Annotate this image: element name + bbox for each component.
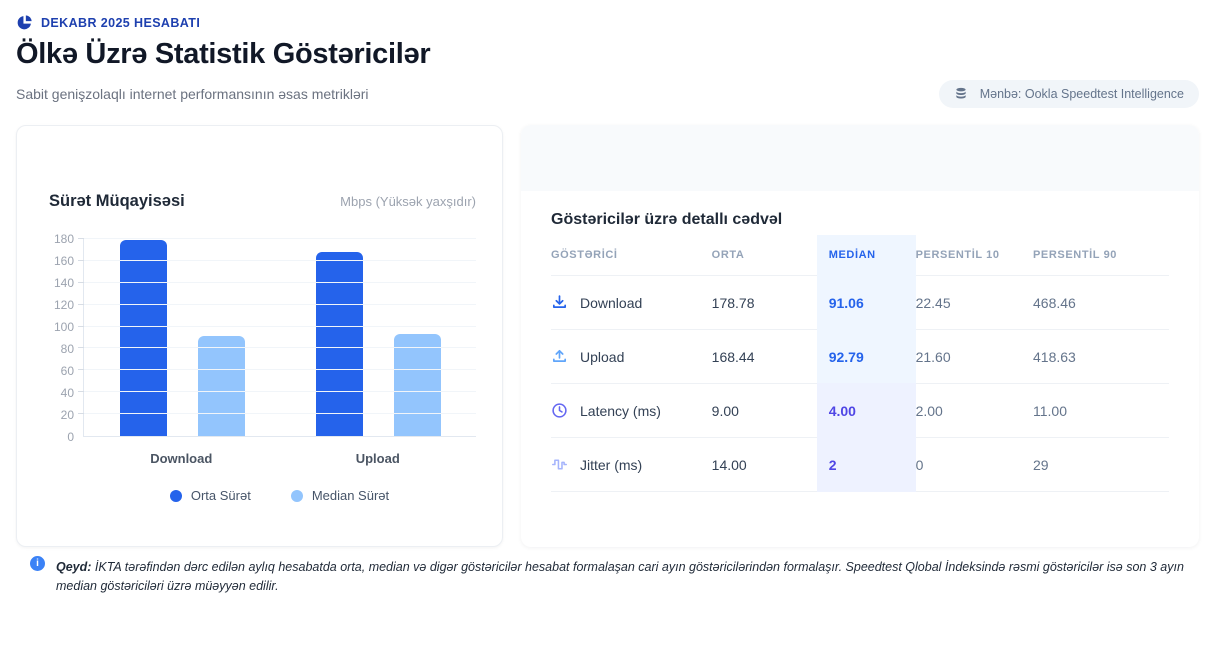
- table-header-row: GÖSTƏRİCİ ORTA MEDİAN PERSENTİL 10 PERSE…: [551, 235, 1169, 275]
- legend-item-orta: Orta Sürət: [169, 488, 251, 503]
- gridline: [78, 281, 476, 283]
- legend-label-orta: Orta Sürət: [190, 488, 251, 503]
- table-row-download: Download 178.78 91.06 22.45 468.46: [551, 275, 1169, 329]
- row-label: Download: [580, 294, 643, 311]
- clock-icon: [552, 403, 567, 418]
- metrics-table-card: Göstəricilər üzrə detallı cədvəl GÖSTƏRİ…: [521, 125, 1199, 547]
- cell-p10: 21.60: [915, 329, 1033, 383]
- page-title: Ölkə Üzrə Statistik Göstəricilər: [16, 38, 431, 70]
- y-tick-label: 20: [60, 408, 74, 422]
- table-row-upload: Upload 168.44 92.79 21.60 418.63: [551, 329, 1169, 383]
- col-header-gosterici: GÖSTƏRİCİ: [551, 249, 618, 261]
- legend-dot-orta: [169, 489, 182, 502]
- y-tick-label: 40: [60, 386, 74, 400]
- y-tick-label: 140: [53, 276, 74, 290]
- y-tick-label: 80: [60, 342, 74, 356]
- cell-p10: 22.45: [915, 275, 1033, 329]
- table-title: Göstəricilər üzrə detallı cədvəl: [551, 211, 783, 228]
- chart-units-note: Mbps (Yüksək yaxşıdır): [340, 194, 476, 209]
- cell-orta: 178.78: [711, 275, 817, 329]
- gridline: [78, 391, 476, 393]
- page: DEKABR 2025 HESABATI Ölkə Üzrə Statistik…: [16, 14, 1199, 597]
- gridline: [78, 325, 476, 327]
- col-header-persentil-90: PERSENTİL 90: [1033, 249, 1118, 261]
- gridline: [78, 413, 476, 415]
- table-body: Göstəricilər üzrə detallı cədvəl GÖSTƏRİ…: [521, 191, 1199, 492]
- source-badge: Mənbə: Ookla Speedtest Intelligence: [938, 80, 1199, 108]
- page-subtitle: Sabit genişzolaqlı internet performansın…: [16, 86, 369, 102]
- bar-group-upload: [280, 239, 476, 436]
- report-label: DEKABR 2025 HESABATI: [41, 15, 201, 30]
- subtitle-row: Sabit genişzolaqlı internet performansın…: [16, 80, 1199, 108]
- plot-area: [78, 238, 476, 437]
- speed-comparison-card: Sürət Müqayisəsi Mbps (Yüksək yaxşıdır) …: [16, 125, 503, 547]
- bar-download-orta: [119, 240, 167, 436]
- row-label: Upload: [580, 348, 625, 365]
- gridline: [78, 347, 476, 349]
- cell-p90: 418.63: [1033, 329, 1169, 383]
- gridline: [78, 259, 476, 261]
- pie-chart-logo-icon: [17, 15, 32, 30]
- cell-orta: 9.00: [711, 383, 817, 437]
- bars-layer: [84, 239, 476, 436]
- upload-icon: [552, 349, 567, 362]
- footnote: i Qeyd: İKTA tərəfindən dərc edilən aylı…: [16, 556, 1199, 597]
- source-badge-label: Mənbə: Ookla Speedtest Intelligence: [979, 87, 1184, 101]
- y-axis: 0 20 40 60 80 100 120 140 160 180: [49, 232, 83, 444]
- cell-p90: 29: [1033, 437, 1169, 492]
- table-row-jitter: Jitter (ms) 14.00 2 0 29: [551, 437, 1169, 492]
- col-header-persentil-10: PERSENTİL 10: [915, 249, 1000, 261]
- cell-median: 2: [816, 437, 916, 492]
- table-card-header-band: [521, 125, 1199, 191]
- info-icon: i: [30, 556, 45, 571]
- legend-dot-median: [290, 489, 303, 502]
- col-header-orta: ORTA: [711, 249, 745, 261]
- bar-chart: 0 20 40 60 80 100 120 140 160 180: [49, 232, 476, 444]
- bar-upload-orta: [315, 251, 363, 436]
- cell-orta: 168.44: [711, 329, 817, 383]
- cell-p90: 11.00: [1033, 383, 1169, 437]
- cell-p90: 468.46: [1033, 275, 1169, 329]
- report-header: DEKABR 2025 HESABATI: [16, 14, 1199, 31]
- gridline: [78, 238, 476, 239]
- cell-median: 91.06: [816, 275, 916, 329]
- footnote-label: Qeyd:: [56, 560, 92, 574]
- chart-header: Sürət Müqayisəsi Mbps (Yüksək yaxşıdır): [49, 192, 476, 211]
- y-tick-label: 120: [53, 298, 74, 313]
- footnote-body: İKTA tərəfindən dərc edilən aylıq hesaba…: [56, 560, 1184, 594]
- y-tick-label: 0: [67, 430, 74, 444]
- y-tick-label: 100: [53, 320, 74, 334]
- jitter-waveform-icon: [551, 459, 568, 470]
- chart-legend: Orta Sürət Median Sürət: [83, 488, 476, 503]
- x-axis-labels: Download Upload: [83, 437, 476, 466]
- table-row-latency: Latency (ms) 9.00 4.00 2.00 11.00: [551, 383, 1169, 437]
- metrics-table: GÖSTƏRİCİ ORTA MEDİAN PERSENTİL 10 PERSE…: [551, 235, 1169, 492]
- cell-p10: 2.00: [915, 383, 1033, 437]
- bar-upload-median: [393, 334, 441, 436]
- legend-label-median: Median Sürət: [311, 488, 390, 503]
- row-label: Latency (ms): [580, 402, 661, 419]
- bar-download-median: [197, 336, 245, 436]
- row-label: Jitter (ms): [580, 456, 643, 473]
- database-icon: [956, 87, 966, 99]
- cell-median: 4.00: [816, 383, 916, 437]
- footnote-text: Qeyd: İKTA tərəfindən dərc edilən aylıq …: [56, 558, 1199, 597]
- chart-title: Sürət Müqayisəsi: [49, 192, 185, 210]
- cell-orta: 14.00: [711, 437, 817, 492]
- cell-median: 92.79: [816, 329, 916, 383]
- y-tick-label: 180: [53, 232, 74, 246]
- gridline: [78, 303, 476, 305]
- cell-p10: 0: [915, 437, 1033, 492]
- download-icon: [552, 295, 567, 308]
- col-header-median: MEDİAN: [816, 235, 916, 275]
- y-tick-label: 60: [60, 364, 74, 379]
- legend-item-median: Median Sürət: [290, 488, 390, 503]
- bar-group-download: [84, 239, 280, 436]
- x-label-download: Download: [150, 451, 213, 466]
- y-tick-label: 160: [53, 254, 74, 268]
- x-label-upload: Upload: [355, 451, 400, 466]
- content-grid: Sürət Müqayisəsi Mbps (Yüksək yaxşıdır) …: [16, 125, 1199, 547]
- gridline: [78, 369, 476, 371]
